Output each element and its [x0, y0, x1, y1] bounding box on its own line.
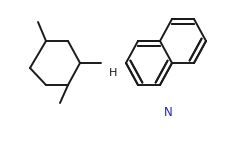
Text: H: H	[109, 68, 117, 78]
Text: N: N	[164, 106, 172, 118]
